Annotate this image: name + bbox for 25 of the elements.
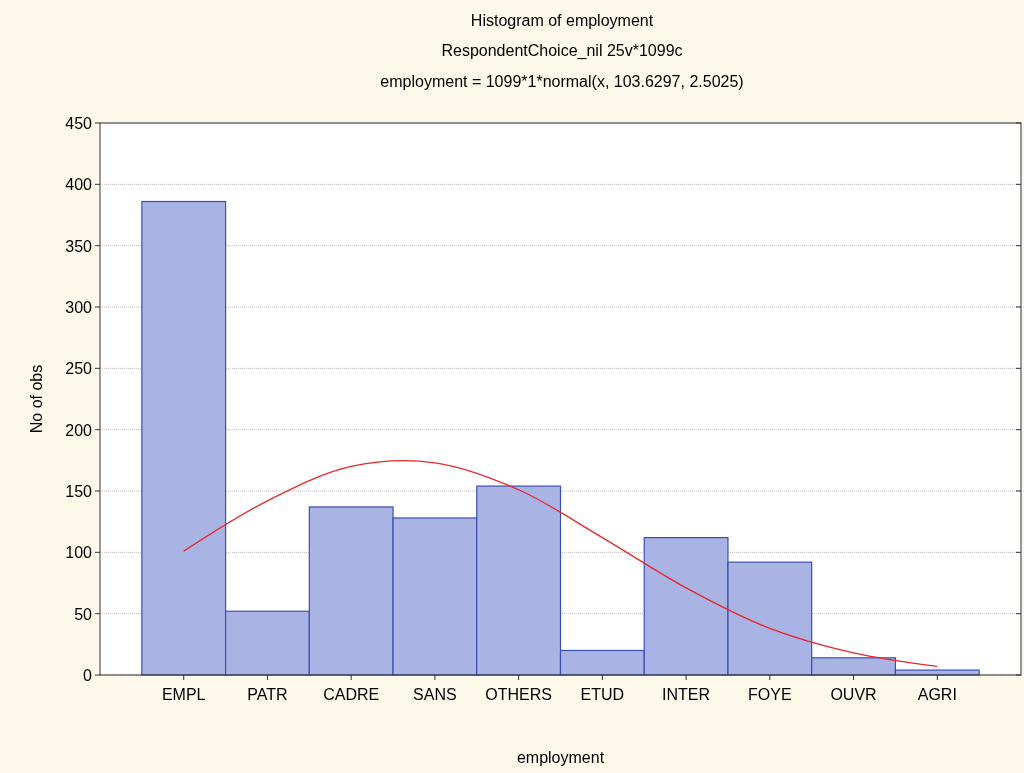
y-tick-label: 450	[65, 115, 93, 132]
y-tick-label: 100	[65, 544, 93, 562]
text: employment = 1099*1*normal(x, 103.6297, 2.5025)	[380, 73, 744, 90]
x-tick-label: OTHERS	[485, 686, 552, 703]
x-axis-title: employment	[516, 749, 605, 766]
y-tick-label: 350	[65, 237, 93, 255]
x-tick-label: SANS	[413, 686, 457, 703]
x-tick-label: AGRI	[917, 686, 957, 703]
y-tick-label: 200	[65, 421, 93, 439]
x-tick-label: INTER	[662, 686, 711, 703]
y-tick-label: 300	[65, 299, 93, 316]
y-tick-label: 250	[65, 360, 93, 378]
x-tick-label: EMPL	[161, 686, 206, 703]
y-tick-label: 0	[83, 667, 93, 684]
y-tick-label: 50	[74, 605, 93, 623]
x-tick-label: OUVR	[830, 686, 877, 703]
chart-title: Histogram of employment	[470, 12, 654, 29]
y-tick-label: 400	[65, 176, 93, 194]
x-tick-label: CADRE	[323, 686, 380, 703]
y-axis-title: No of obs	[28, 364, 45, 434]
x-tick-label: FOYE	[748, 686, 792, 703]
x-tick-label: ETUD	[580, 686, 625, 703]
y-tick-label: 150	[65, 483, 93, 500]
x-tick-label: PATR	[247, 686, 288, 703]
chart-subtitle: RespondentChoice_nil 25v*1099c	[441, 42, 683, 60]
